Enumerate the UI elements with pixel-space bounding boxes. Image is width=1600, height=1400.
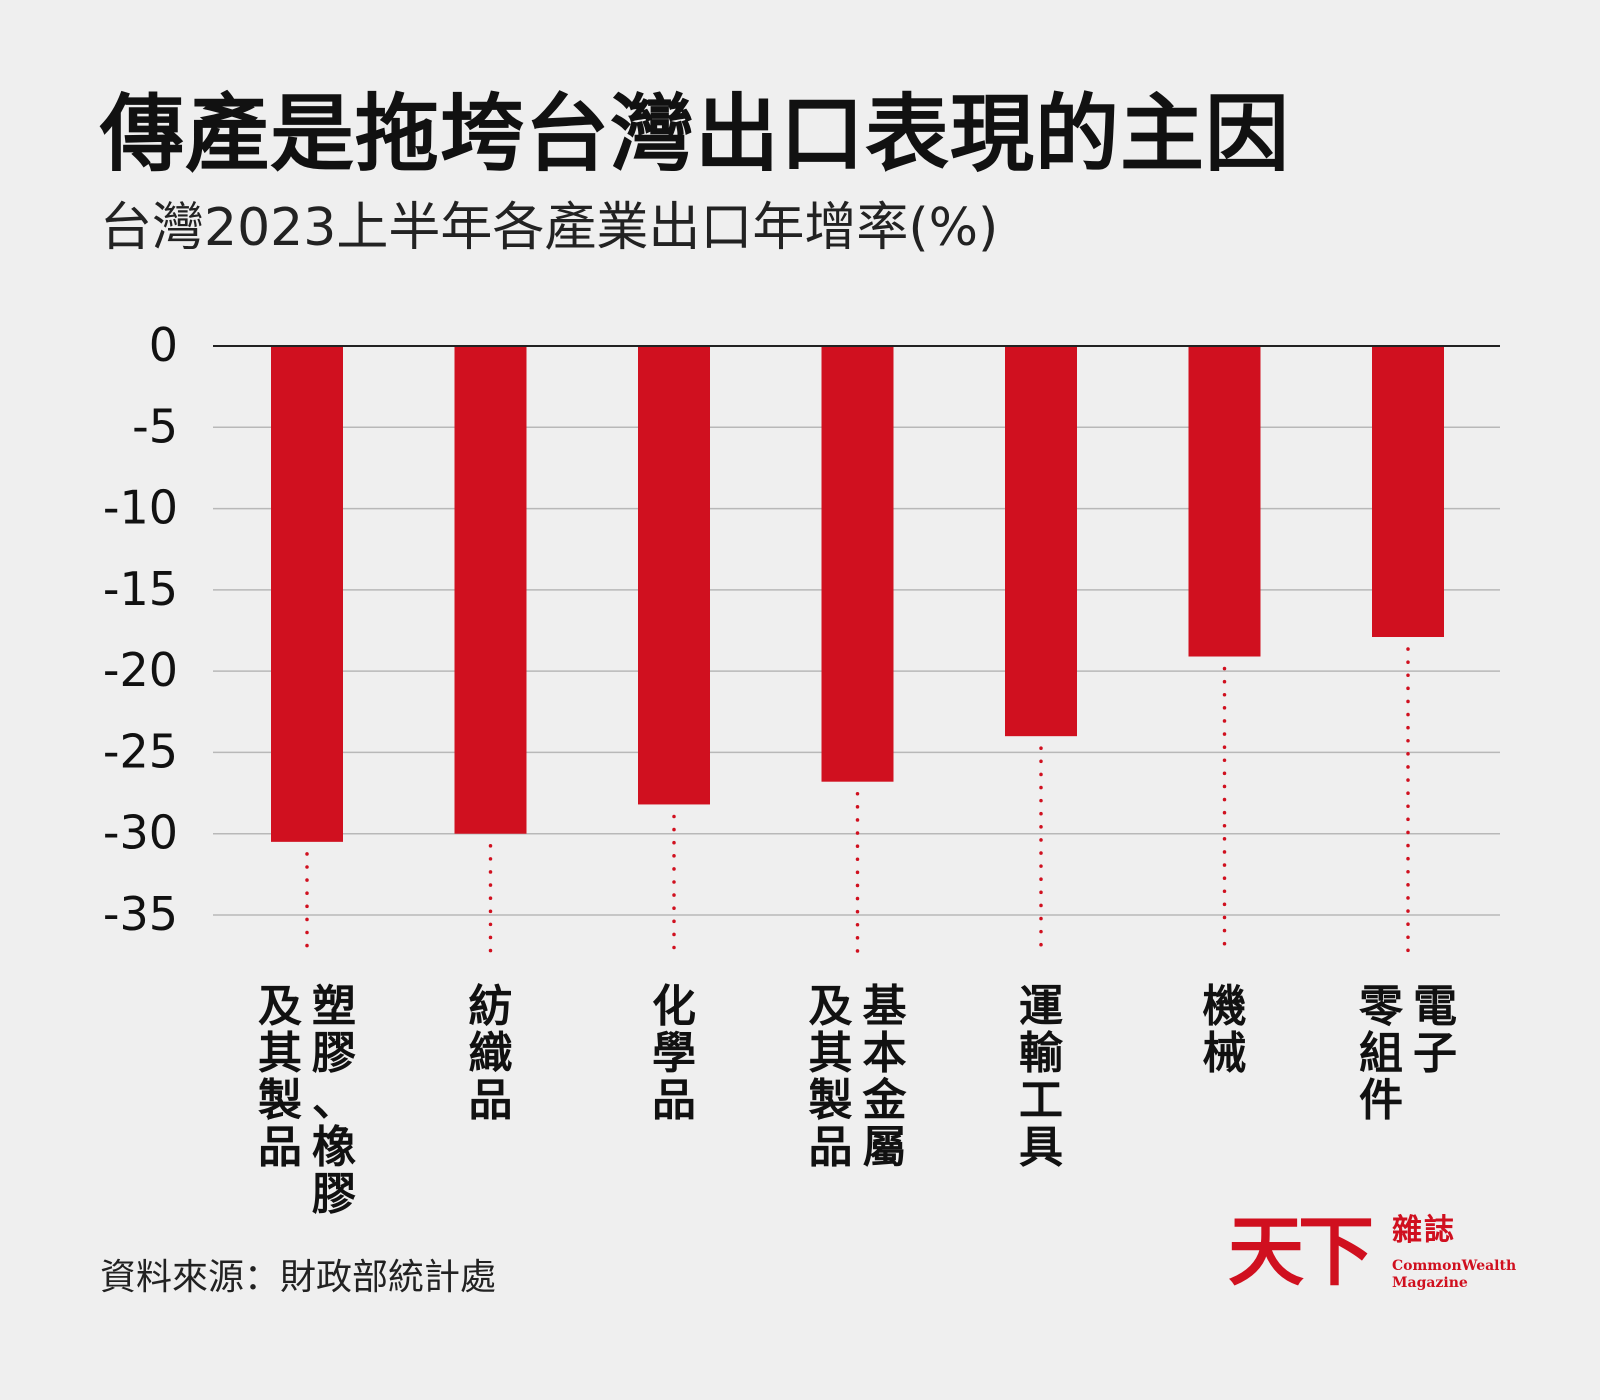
chart-subtitle: 台灣2023上半年各產業出口年增率(%) xyxy=(100,198,999,258)
category-label-char: 基 xyxy=(863,981,907,1032)
logo-english-line2: Magazine xyxy=(1392,1274,1468,1291)
bar xyxy=(1005,347,1077,737)
leader-lines xyxy=(305,647,1410,957)
category-label-char: 具 xyxy=(1019,1122,1063,1173)
y-tick-label: -5 xyxy=(132,399,178,453)
category-label-char: 化 xyxy=(652,981,696,1032)
category-label-char: 橡 xyxy=(312,1122,356,1173)
category-label-char: 本 xyxy=(863,1028,907,1079)
source-note: 資料來源：財政部統計處 xyxy=(100,1257,497,1298)
category-label-char: 件 xyxy=(1359,1075,1403,1126)
category-label-char: 品 xyxy=(469,1075,513,1126)
category-label-char: 組 xyxy=(1359,1028,1403,1079)
bar-chart: 0-5-10-15-20-25-30-35 塑膠、橡膠及其製品紡織品化學品基本金… xyxy=(103,318,1500,1220)
category-label-char: 輸 xyxy=(1019,1028,1064,1079)
bar xyxy=(271,347,343,842)
category-label-char: 金 xyxy=(862,1075,908,1126)
y-tick-label: -10 xyxy=(103,481,178,535)
chart-title: 傳產是拖垮台灣出口表現的主因 xyxy=(100,85,1291,183)
bar xyxy=(638,347,710,805)
logo-mark: 天下 xyxy=(1228,1207,1374,1296)
category-label-char: 屬 xyxy=(863,1122,907,1173)
category-label-char: 零 xyxy=(1359,981,1404,1032)
y-tick-label: -20 xyxy=(103,643,178,697)
bars xyxy=(271,347,1444,842)
category-label-char: 機 xyxy=(1203,981,1247,1032)
bar xyxy=(821,347,894,782)
bar xyxy=(454,347,527,834)
y-axis-ticks: 0 -5 -10 -15 -20 -25 -30 -35 xyxy=(103,318,178,941)
bar xyxy=(1188,347,1261,657)
y-tick-label: -35 xyxy=(103,887,178,941)
category-label-char: 織 xyxy=(469,1028,513,1079)
category-label-char: 電 xyxy=(1413,981,1457,1032)
category-label-char: 、 xyxy=(312,1075,356,1126)
category-label-char: 品 xyxy=(652,1075,696,1126)
category-label-char: 紡 xyxy=(469,981,513,1032)
category-label-char: 及 xyxy=(809,981,853,1032)
bar xyxy=(1372,347,1444,638)
category-label-char: 其 xyxy=(258,1028,302,1079)
logo-chinese: 雜誌 xyxy=(1392,1213,1456,1248)
category-label-char: 工 xyxy=(1019,1075,1063,1126)
publisher-logo: 天下 雜誌 CommonWealth Magazine xyxy=(1228,1207,1516,1304)
logo-english: CommonWealth Magazine xyxy=(1392,1258,1516,1292)
category-label-char: 製 xyxy=(258,1075,302,1126)
category-label-char: 塑 xyxy=(312,981,356,1032)
category-label-char: 其 xyxy=(809,1028,853,1079)
category-label-char: 及 xyxy=(258,981,302,1032)
category-label-char: 膠 xyxy=(312,1028,356,1079)
y-tick-label: 0 xyxy=(149,318,178,372)
logo-english-line1: CommonWealth xyxy=(1392,1258,1517,1274)
category-label-char: 學 xyxy=(652,1028,696,1079)
category-label-char: 製 xyxy=(809,1075,853,1126)
category-label-char: 品 xyxy=(258,1122,302,1173)
y-tick-label: -25 xyxy=(103,724,178,778)
y-tick-label: -30 xyxy=(103,806,178,860)
category-label-char: 械 xyxy=(1203,1028,1247,1079)
category-label-char: 子 xyxy=(1413,1028,1457,1079)
category-label-char: 運 xyxy=(1019,981,1063,1032)
category-label-char: 品 xyxy=(809,1122,853,1173)
category-label-char: 膠 xyxy=(312,1169,356,1220)
y-tick-label: -15 xyxy=(103,562,178,616)
